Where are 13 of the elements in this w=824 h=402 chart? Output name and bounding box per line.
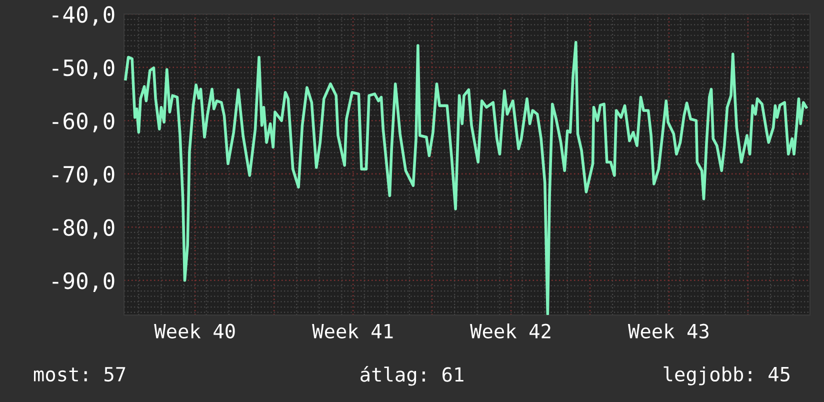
y-tick-label: -50,0 <box>52 59 114 79</box>
text: most: 57 <box>34 367 126 382</box>
text: legjobb: 45 <box>664 366 790 386</box>
x-tick-label: Week 40 <box>154 323 235 338</box>
y-tick-label: -90,0 <box>52 272 114 292</box>
text: átlag: 61 <box>360 366 464 386</box>
y-tick-label: -60,0 <box>52 112 114 132</box>
y-tick-label: -40,0 <box>52 6 114 26</box>
x-tick-label: Week 41 <box>312 323 393 338</box>
y-tick-label: -80,0 <box>52 219 114 239</box>
x-tick-label: Week 43 <box>628 323 708 338</box>
y-tick-label: -70,0 <box>52 166 114 186</box>
x-tick-label: Week 42 <box>470 323 550 338</box>
